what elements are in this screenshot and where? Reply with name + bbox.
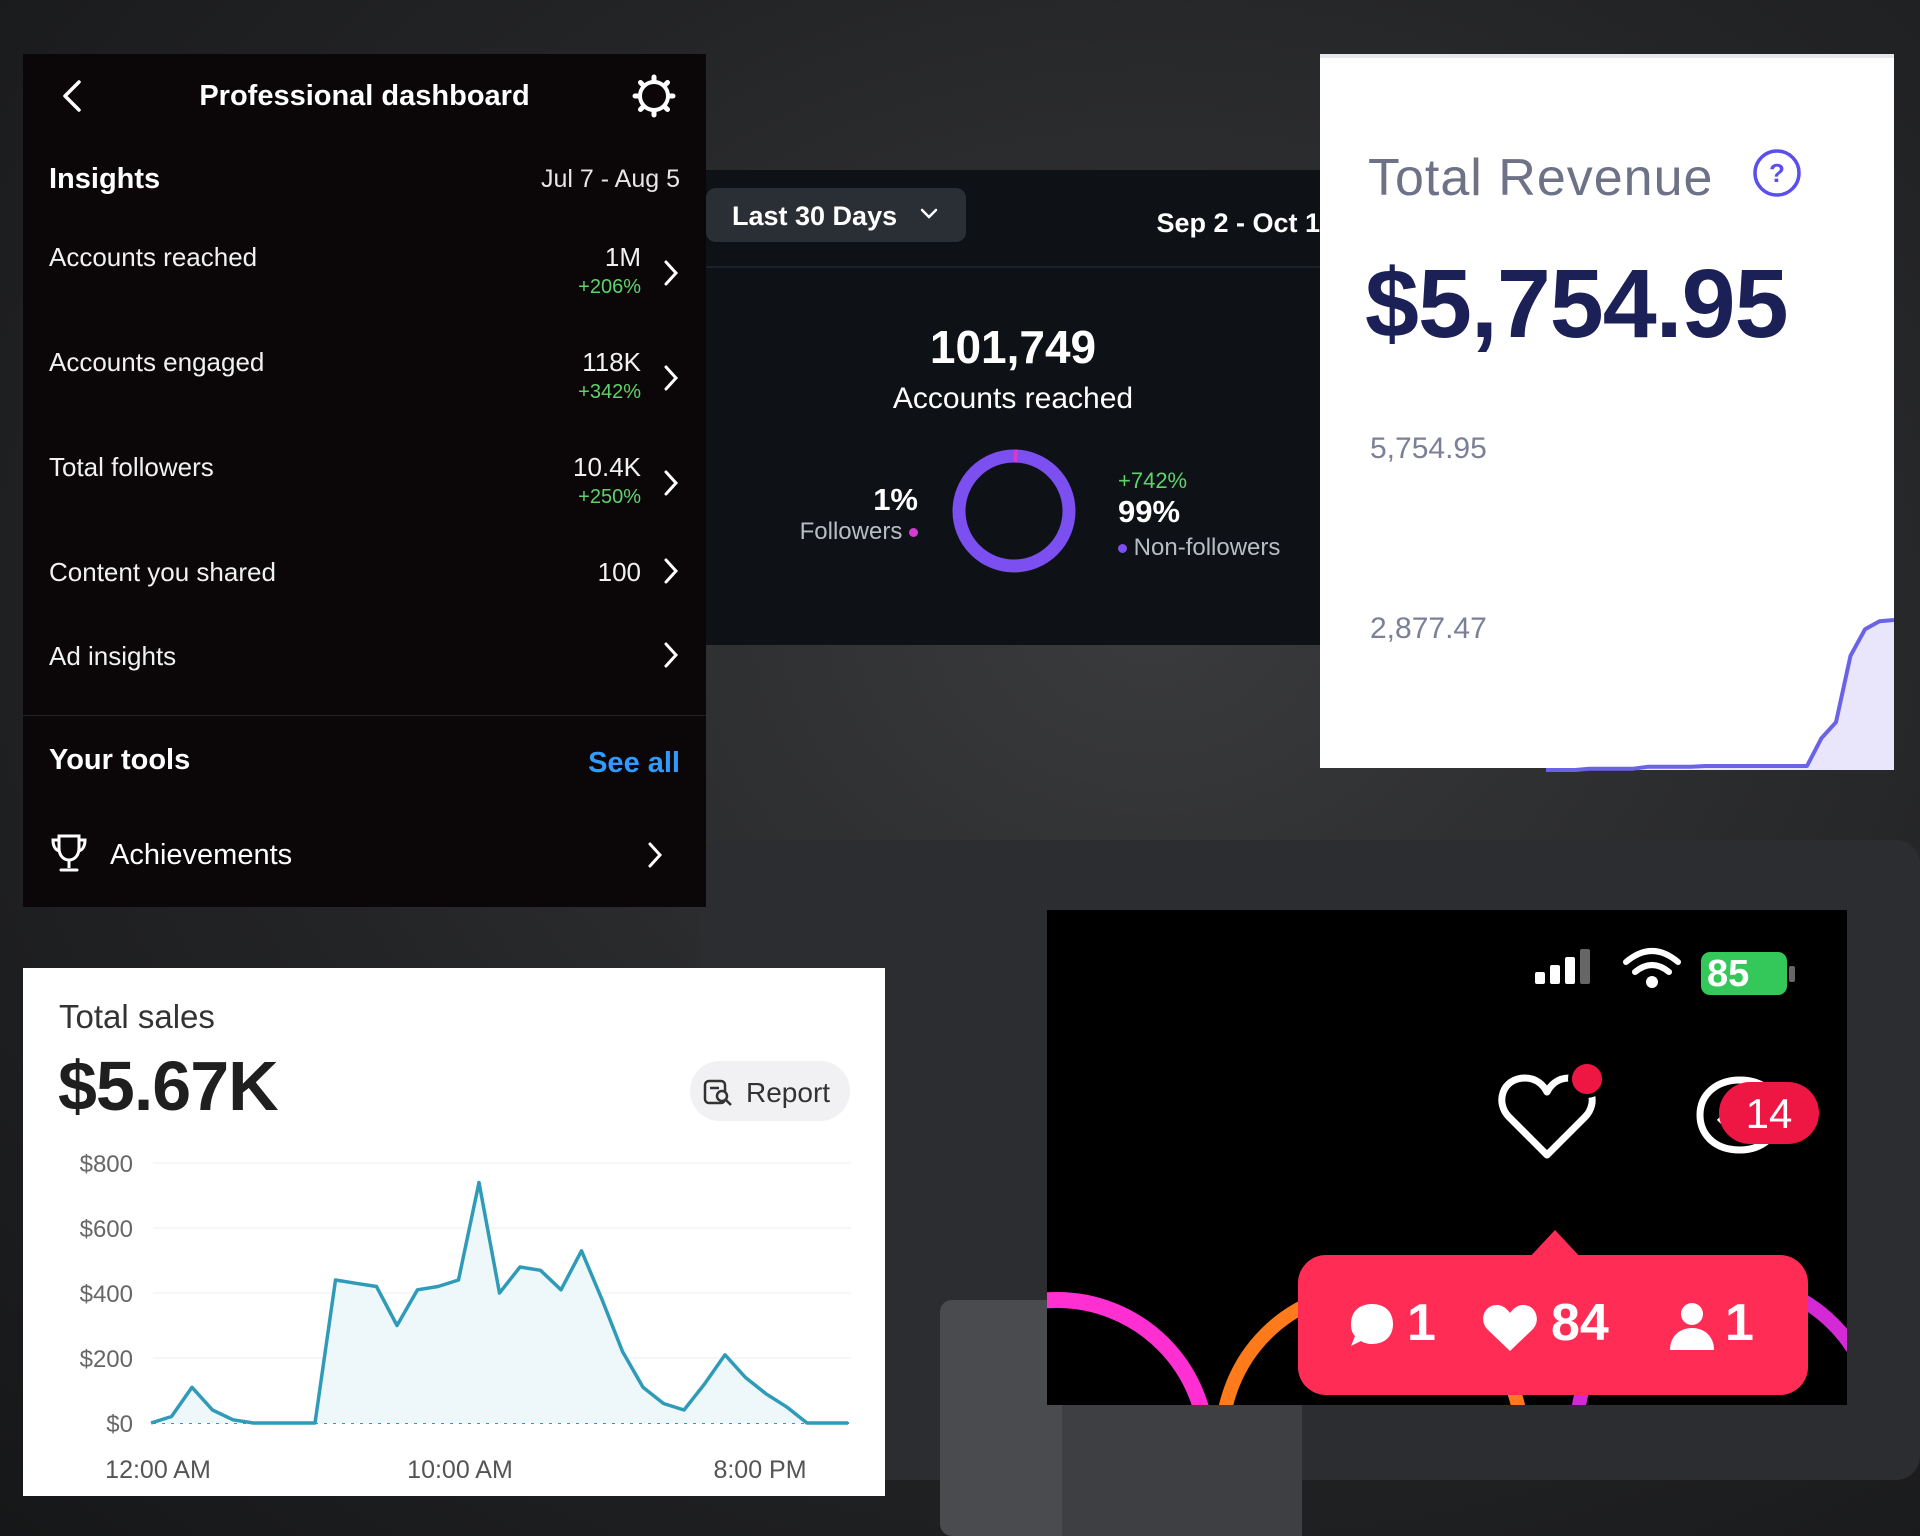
followers-dot xyxy=(909,528,918,538)
trophy-icon xyxy=(51,834,87,872)
row-value: 118K xyxy=(582,347,641,377)
background-luggage-box xyxy=(1062,1405,1302,1536)
see-all-link[interactable]: See all xyxy=(588,747,680,779)
battery-tip xyxy=(1789,966,1795,982)
row-value: 1M xyxy=(604,242,641,272)
followers-percent: 1% xyxy=(873,482,918,517)
gear-icon[interactable] xyxy=(632,74,676,118)
chevron-right-icon xyxy=(664,642,679,668)
nonfollowers-label: Non-followers xyxy=(1133,534,1281,561)
nonfollowers-legend: Non-followers xyxy=(1118,534,1280,562)
likes-count: 84 xyxy=(1551,1294,1609,1352)
wifi-icon xyxy=(1623,948,1681,988)
sales-line xyxy=(150,1180,848,1425)
row-label: Ad insights xyxy=(49,641,177,671)
heart-filled-icon xyxy=(1483,1305,1537,1351)
sales-title: Total sales xyxy=(59,998,215,1035)
row-value: 10.4K xyxy=(573,452,641,482)
revenue-line xyxy=(1546,618,1894,772)
accounts-reached-label: Accounts reached xyxy=(892,382,1134,415)
chevron-right-icon xyxy=(664,558,679,584)
popup-pointer xyxy=(1527,1230,1583,1260)
y-tick-label: $800 xyxy=(80,1151,133,1178)
page-title: Professional dashboard xyxy=(199,80,530,112)
followers-donut-chart xyxy=(952,449,1076,573)
sales-area xyxy=(151,1182,848,1423)
revenue-area xyxy=(1546,620,1894,770)
reach-date-range: Sep 2 - Oct 1 xyxy=(1156,208,1320,238)
revenue-amount: $5,754.95 xyxy=(1365,249,1789,358)
y-tick-label: $400 xyxy=(80,1281,133,1308)
follows-count: 1 xyxy=(1725,1294,1754,1352)
donut-nonfollowers-slice xyxy=(952,449,1076,573)
revenue-tick-mid: 2,877.47 xyxy=(1370,612,1487,645)
row-ad-insights[interactable]: Ad insights xyxy=(23,641,706,731)
insights-date-range: Jul 7 - Aug 5 xyxy=(541,165,680,193)
nonfollowers-change: +742% xyxy=(1118,468,1188,493)
row-change: +250% xyxy=(578,486,641,508)
comment-icon xyxy=(1351,1304,1393,1346)
messages-badge-count: 14 xyxy=(1745,1090,1793,1137)
report-button[interactable] xyxy=(690,1061,850,1121)
section-divider xyxy=(23,715,706,716)
row-accounts-reached[interactable]: Accounts reached 1M +206% xyxy=(23,242,706,332)
comments-count: 1 xyxy=(1407,1294,1436,1352)
nonfollowers-dot xyxy=(1118,544,1127,554)
achievements-label[interactable]: Achievements xyxy=(110,839,293,871)
accounts-reached-total: 101,749 xyxy=(929,321,1097,373)
row-change: +342% xyxy=(578,381,641,403)
row-value: 100 xyxy=(597,557,641,587)
revenue-chart xyxy=(1546,618,1894,772)
dashboard-header: Professional dashboard xyxy=(23,54,706,138)
svg-text:?: ? xyxy=(1769,158,1785,188)
signal-icon xyxy=(1535,949,1590,984)
row-change: +206% xyxy=(578,276,641,298)
sales-amount: $5.67K xyxy=(58,1047,279,1125)
chevron-right-icon[interactable] xyxy=(646,841,664,869)
row-accounts-engaged[interactable]: Accounts engaged 118K +342% xyxy=(23,347,706,437)
x-tick-label: 12:00 AM xyxy=(105,1456,211,1484)
chevron-right-icon xyxy=(664,260,679,286)
followers-legend: Followers xyxy=(800,518,918,546)
notifications-panel: 85 14 1 84 1 xyxy=(1047,910,1847,1405)
sales-chart: $800 $600 $400 $200 $0 12:00 AM 10:00 AM 8:00 P… xyxy=(80,1151,851,1484)
x-tick-label: 10:00 AM xyxy=(407,1456,513,1484)
y-tick-label: $0 xyxy=(106,1411,133,1438)
report-search-icon xyxy=(703,1079,732,1106)
y-tick-label: $200 xyxy=(80,1346,133,1373)
revenue-title: Total Revenue xyxy=(1368,149,1714,207)
story-ring xyxy=(1047,1292,1209,1405)
y-tick-label: $600 xyxy=(80,1216,133,1243)
reach-divider xyxy=(706,266,1320,268)
row-label: Content you shared xyxy=(49,557,276,587)
accounts-reached-panel: Last 30 Days Sep 2 - Oct 1 101,749 Accou… xyxy=(706,170,1320,645)
total-sales-panel: Total sales $5.67K Report $800 $600 $400 $2… xyxy=(23,968,885,1496)
row-total-followers[interactable]: Total followers 10.4K +250% xyxy=(23,452,706,542)
chevron-right-icon xyxy=(664,470,679,496)
battery-icon xyxy=(1701,952,1787,995)
total-revenue-panel: Total Revenue ? $5,754.95 5,754.95 2,877… xyxy=(1320,54,1894,772)
nonfollowers-percent: 99% xyxy=(1118,494,1181,529)
row-label: Total followers xyxy=(49,452,214,482)
chevron-right-icon xyxy=(664,365,679,391)
row-label: Accounts reached xyxy=(49,242,258,272)
period-dropdown[interactable] xyxy=(706,188,966,242)
battery-level: 85 xyxy=(1707,953,1750,995)
row-content-shared[interactable]: Content you shared 100 xyxy=(23,557,706,647)
chevron-down-icon xyxy=(920,208,938,219)
report-button-label: Report xyxy=(746,1077,831,1108)
messages-badge[interactable] xyxy=(1719,1082,1819,1144)
help-icon[interactable]: ? xyxy=(1752,148,1802,198)
revenue-tick-top: 5,754.95 xyxy=(1370,432,1487,465)
insights-heading: Insights xyxy=(49,163,161,195)
x-tick-label: 8:00 PM xyxy=(713,1456,806,1484)
back-icon[interactable] xyxy=(53,76,93,116)
professional-dashboard-panel: Professional dashboard Insights Jul 7 - … xyxy=(23,54,706,907)
period-dropdown-label: Last 30 Days xyxy=(732,201,898,231)
person-icon xyxy=(1670,1303,1714,1350)
row-label: Accounts engaged xyxy=(49,347,265,377)
your-tools-heading: Your tools xyxy=(49,744,191,776)
followers-label: Followers xyxy=(799,518,903,545)
